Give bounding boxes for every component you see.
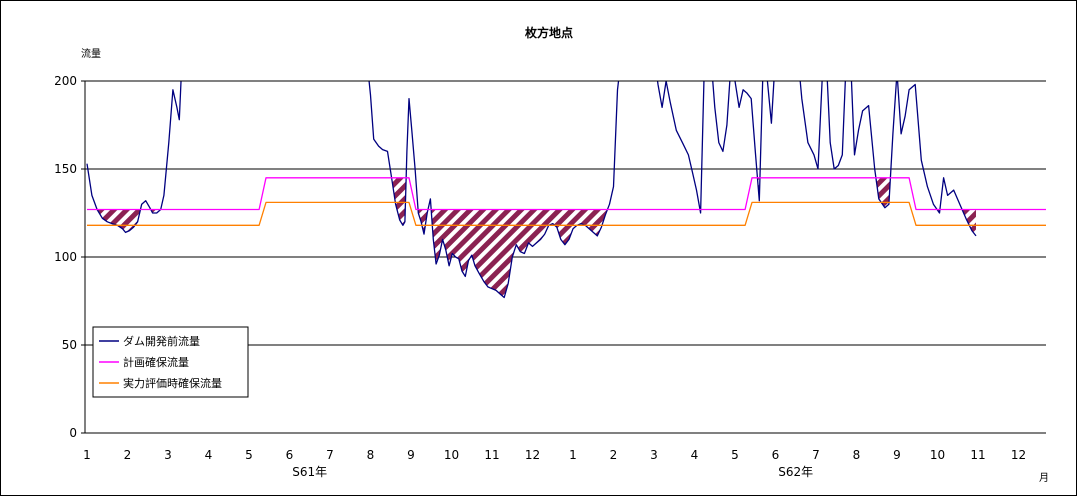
x-tick-label-9: 9 <box>407 448 415 462</box>
series-line-2 <box>87 177 1046 211</box>
x-tick-label-4: 4 <box>205 448 213 462</box>
deficit-hatch-area <box>98 177 976 298</box>
legend-label-series-3: 実力評価時確保流量 <box>123 376 222 390</box>
y-tick-label-50: 50 <box>62 338 77 352</box>
y-axis-label: 流量 <box>81 47 101 60</box>
x-tick-label-17: 5 <box>731 448 739 462</box>
x-tick-label-14: 2 <box>610 448 618 462</box>
y-tick-labels: 0 50 100 150 200 <box>54 74 77 440</box>
deficit-hatch-8 <box>876 177 891 208</box>
axes <box>81 80 1046 434</box>
x-tick-label-5: 5 <box>245 448 253 462</box>
year-label-2: S62年 <box>778 465 813 479</box>
year-labels: S61年 S62年 <box>292 465 813 479</box>
x-tick-label-24: 12 <box>1011 448 1026 462</box>
x-tick-label-16: 4 <box>691 448 699 462</box>
deficit-hatch-2 <box>151 209 160 213</box>
x-tick-label-12: 12 <box>525 448 540 462</box>
x-axis-unit-label: 月 <box>1039 472 1049 484</box>
y-tick-label-150: 150 <box>54 162 77 176</box>
y-tick-label-0: 0 <box>69 426 77 440</box>
x-tick-label-10: 10 <box>444 448 459 462</box>
x-tick-label-1: 1 <box>83 448 91 462</box>
deficit-hatch-10 <box>962 209 976 236</box>
x-tick-label-13: 1 <box>569 448 577 462</box>
chart-title: 枚方地点 <box>525 25 573 40</box>
y-tick-label-100: 100 <box>54 250 77 264</box>
x-tick-label-7: 7 <box>326 448 334 462</box>
x-tick-label-11: 11 <box>484 448 499 462</box>
series-line-1 <box>86 81 977 299</box>
x-tick-label-20: 8 <box>853 448 861 462</box>
x-tick-labels: 1 2 3 4 5 6 7 8 9 10 11 12 1 2 3 4 5 6 7 8 9 10 11 12 <box>83 448 1026 462</box>
y-tick-label-200: 200 <box>54 74 77 88</box>
x-tick-label-23: 11 <box>970 448 985 462</box>
year-label-1: S61年 <box>292 465 327 479</box>
gridlines <box>85 168 1046 346</box>
legend-label-series-1: ダム開発前流量 <box>123 334 200 348</box>
x-tick-label-2: 2 <box>124 448 132 462</box>
deficit-hatch-5 <box>431 209 607 298</box>
legend: ダム開発前流量 計画確保流量 実力評価時確保流量 <box>92 326 249 398</box>
series-layer <box>86 81 1046 299</box>
x-tick-label-15: 3 <box>650 448 658 462</box>
x-tick-label-8: 8 <box>367 448 375 462</box>
legend-label-series-2: 計画確保流量 <box>123 355 189 369</box>
deficit-hatch-1 <box>98 209 141 233</box>
x-tick-label-3: 3 <box>164 448 172 462</box>
series-line-3 <box>87 201 1046 226</box>
deficit-hatch-4 <box>418 209 428 235</box>
deficit-hatch-3 <box>392 177 406 226</box>
x-tick-label-21: 9 <box>893 448 901 462</box>
x-tick-label-22: 10 <box>930 448 945 462</box>
x-tick-label-6: 6 <box>286 448 294 462</box>
x-tick-label-18: 6 <box>772 448 780 462</box>
x-tick-label-19: 7 <box>812 448 820 462</box>
